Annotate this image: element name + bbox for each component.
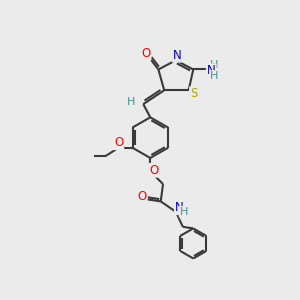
Text: O: O	[150, 164, 159, 177]
Text: H: H	[210, 71, 218, 81]
Text: O: O	[137, 190, 147, 203]
Text: H: H	[180, 207, 188, 217]
Text: H: H	[210, 60, 218, 70]
Text: S: S	[190, 87, 197, 100]
Text: O: O	[141, 47, 151, 60]
Text: H: H	[127, 97, 135, 107]
Text: O: O	[114, 136, 123, 149]
Text: N: N	[172, 49, 182, 62]
Text: N: N	[175, 201, 184, 214]
Text: N: N	[207, 64, 216, 77]
